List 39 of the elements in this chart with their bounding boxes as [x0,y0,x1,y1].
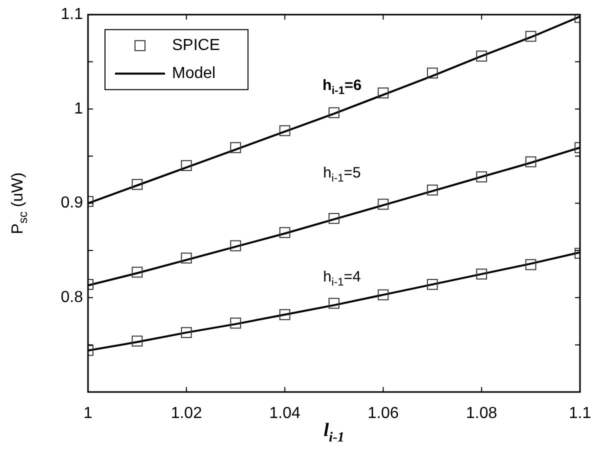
point [132,336,143,346]
legend-label: SPICE [172,37,220,54]
point [279,309,290,320]
point [230,318,242,329]
point [378,87,389,98]
point [328,212,340,224]
point [230,142,242,154]
point [426,68,438,79]
y-tick-label: 1 [74,100,84,118]
point [132,178,143,190]
point [328,107,340,118]
point [476,171,488,182]
x-tick-label: 1.08 [466,405,498,422]
x-tick-label: 1.04 [269,405,300,422]
point [426,184,438,196]
point [525,156,536,168]
point [476,50,488,62]
point [525,259,536,270]
point [328,298,340,309]
point [279,125,290,136]
y-axis-title: Psc (uW) [9,172,30,234]
point [476,268,488,280]
point [180,160,192,172]
point [279,227,290,238]
y-tick-label: 1.1 [60,6,84,24]
x-tick-label: 1.1 [568,405,592,422]
point [378,289,389,300]
x-tick-label: 1.06 [368,405,399,422]
point [180,327,192,338]
point [525,30,536,42]
point [426,278,438,290]
legend-label: Model [172,65,216,82]
x-tick-label: 1.02 [170,405,202,422]
y-tick-label: 0.9 [60,194,84,212]
point [180,252,192,264]
y-tick-label: 0.8 [60,289,84,306]
point [378,198,389,210]
point [132,266,143,278]
point [230,240,242,252]
